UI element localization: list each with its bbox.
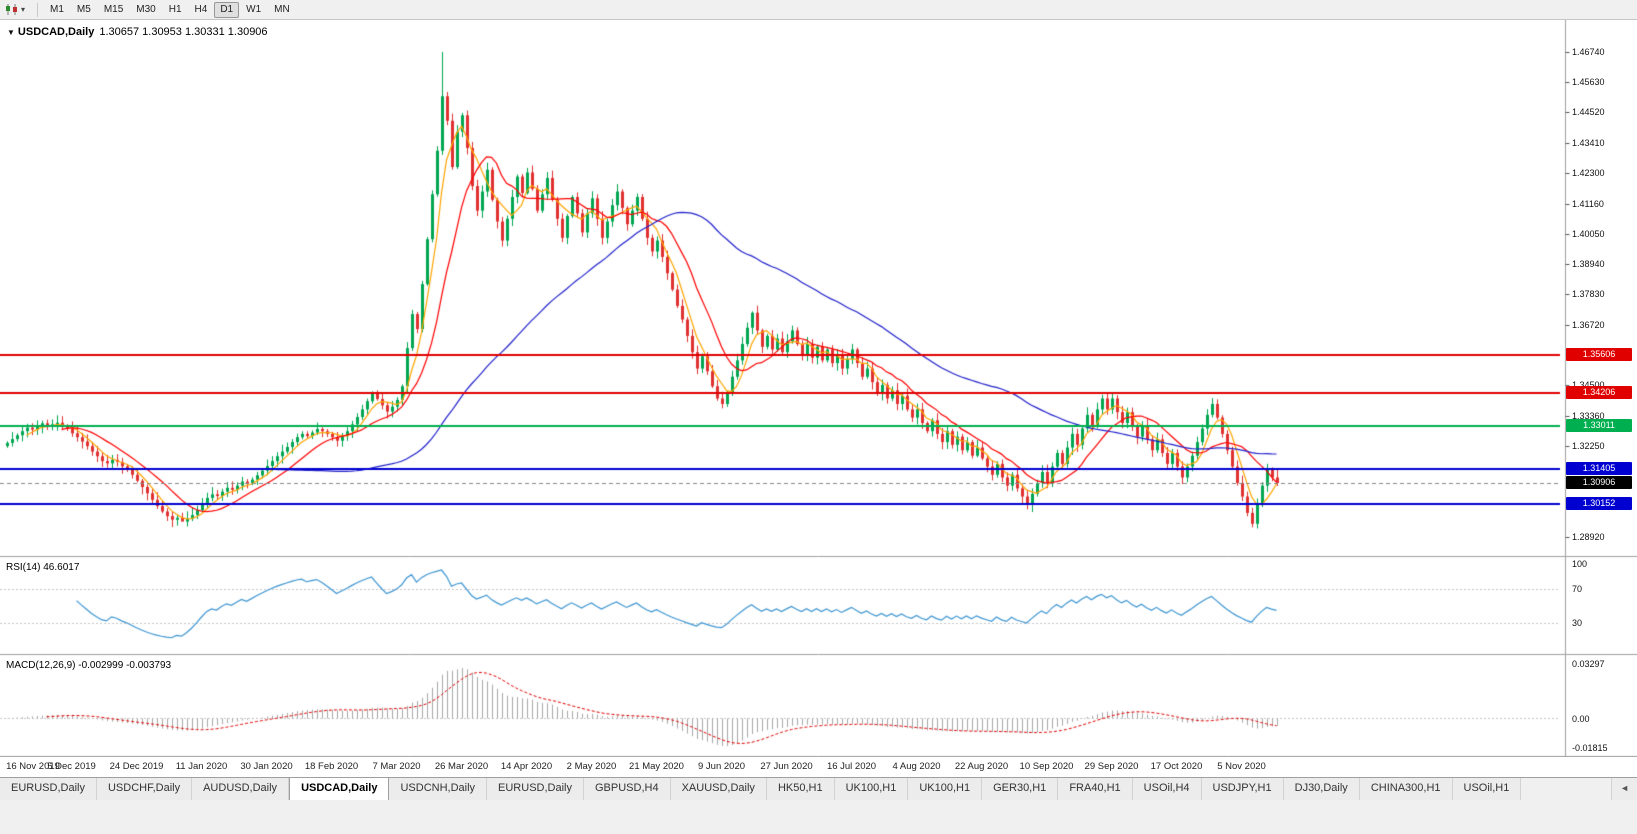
date-axis-label: 5 Dec 2019 <box>47 761 96 772</box>
chart-tab-8-hk50-h1[interactable]: HK50,H1 <box>766 778 835 800</box>
chart-tab-7-xauusd-daily[interactable]: XAUUSD,Daily <box>670 778 767 800</box>
date-axis-label: 16 Nov 2019 <box>6 761 60 772</box>
chart-tab-17-usoil-h1[interactable]: USOil,H1 <box>1452 778 1522 800</box>
chart-tab-1-usdchf-daily[interactable]: USDCHF,Daily <box>96 778 193 800</box>
date-axis-label: 17 Oct 2020 <box>1150 761 1203 772</box>
chart-tab-6-gbpusd-h4[interactable]: GBPUSD,H4 <box>584 778 671 800</box>
chart-tab-2-audusd-daily[interactable]: AUDUSD,Daily <box>192 778 290 800</box>
bottom-strip <box>0 799 1637 834</box>
timeframe-button-m5[interactable]: M5 <box>76 3 91 15</box>
timeframe-button-d1[interactable]: D1 <box>214 1 240 18</box>
timeframe-buttons: M1 M5 M15 M30 H1 H4 D1 W1 MN <box>44 1 296 18</box>
chart-tab-4-usdcnh-daily[interactable]: USDCNH,Daily <box>389 778 488 800</box>
date-axis-label: 27 Jun 2020 <box>760 761 813 772</box>
date-axis-label: 21 May 2020 <box>629 761 684 772</box>
date-axis-label: 4 Aug 2020 <box>892 761 941 772</box>
date-axis-label: 29 Sep 2020 <box>1084 761 1139 772</box>
candlestick-chart-icon <box>6 4 17 15</box>
chart-tab-10-uk100-h1[interactable]: UK100,H1 <box>908 778 983 800</box>
date-axis-label: 16 Jul 2020 <box>826 761 877 772</box>
date-axis-label: 22 Aug 2020 <box>954 761 1009 772</box>
date-axis-label: 26 Mar 2020 <box>434 761 489 772</box>
date-axis-label: 5 Nov 2020 <box>1217 761 1266 772</box>
date-axis-label: 24 Dec 2019 <box>109 761 164 772</box>
chart-tab-14-usdjpy-h1[interactable]: USDJPY,H1 <box>1201 778 1284 800</box>
date-axis-label: 11 Jan 2020 <box>175 761 228 772</box>
timeframe-button-m15[interactable]: M15 <box>103 3 124 15</box>
chart-tab-15-dj30-daily[interactable]: DJ30,Daily <box>1283 778 1360 800</box>
toolbar-separator <box>37 2 39 17</box>
chart-tab-5-eurusd-daily[interactable]: EURUSD,Daily <box>487 778 584 800</box>
chart-tab-11-ger30-h1[interactable]: GER30,H1 <box>982 778 1059 800</box>
chart-tab-0-eurusd-daily[interactable]: EURUSD,Daily <box>0 778 97 800</box>
timeframe-button-w1[interactable]: W1 <box>246 3 262 15</box>
chart-tab-12-fra40-h1[interactable]: FRA40,H1 <box>1058 778 1133 800</box>
chart-tab-9-uk100-h1[interactable]: UK100,H1 <box>834 778 909 800</box>
chart-tab-13-usoil-h4[interactable]: USOil,H4 <box>1132 778 1202 800</box>
date-axis-label: 7 Mar 2020 <box>372 761 421 772</box>
chart-tab-3-usdcad-daily[interactable]: USDCAD,Daily <box>289 778 390 800</box>
timeframe-button-mn[interactable]: MN <box>274 3 290 15</box>
timeframe-button-m1[interactable]: M1 <box>50 3 64 15</box>
date-axis-label: 14 Apr 2020 <box>500 761 553 772</box>
date-axis-label: 30 Jan 2020 <box>240 761 293 772</box>
timeframe-toolbar: ▾ M1 M5 M15 M30 H1 H4 D1 W1 MN <box>0 0 1637 20</box>
chart-type-dropdown[interactable]: ▾ <box>4 3 25 16</box>
chart-tab-16-china300-h1[interactable]: CHINA300,H1 <box>1359 778 1453 800</box>
chevron-down-icon: ▾ <box>21 5 26 14</box>
tab-scroll-left-button[interactable]: ◄ <box>1611 778 1637 800</box>
chart-canvas[interactable] <box>0 20 1637 757</box>
date-axis-label: 10 Sep 2020 <box>1019 761 1074 772</box>
timeframe-button-h4[interactable]: H4 <box>194 3 208 15</box>
date-axis-label: 18 Feb 2020 <box>304 761 359 772</box>
date-axis-label: 9 Jun 2020 <box>697 761 746 772</box>
date-axis-label: 2 May 2020 <box>566 761 617 772</box>
timeframe-button-h1[interactable]: H1 <box>168 3 182 15</box>
chart-tabs-bar: EURUSD,Daily USDCHF,Daily AUDUSD,Daily USDC… <box>0 777 1637 800</box>
timeframe-button-m30[interactable]: M30 <box>136 3 156 15</box>
chart-region: ▼ USDCAD,Daily 1.30657 1.30953 1.30331 1.3… <box>0 20 1637 777</box>
